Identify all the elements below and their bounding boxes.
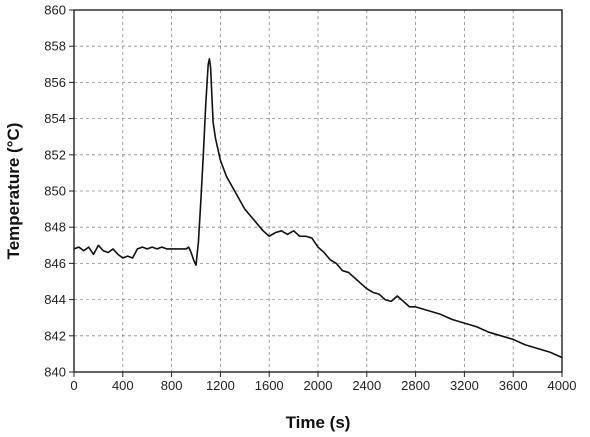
x-tick-label: 2800 (401, 378, 430, 393)
x-tick-label: 3600 (499, 378, 528, 393)
x-tick-label: 400 (112, 378, 134, 393)
y-tick-label: 860 (44, 3, 66, 18)
y-tick-label: 852 (44, 147, 66, 162)
x-tick-label: 3200 (450, 378, 479, 393)
y-tick-label: 846 (44, 256, 66, 271)
y-tick-labels: 840 842 844 846 848 850 852 854 856 858 860 (44, 3, 66, 380)
x-axis-title: Time (s) (286, 413, 351, 432)
y-tick-label: 842 (44, 328, 66, 343)
y-tick-label: 848 (44, 220, 66, 235)
grid-lines (74, 10, 562, 372)
x-tick-label: 800 (161, 378, 183, 393)
y-tick-label: 840 (44, 365, 66, 380)
x-tick-label: 2400 (352, 378, 381, 393)
tick-marks (69, 9, 563, 377)
x-tick-label: 2000 (304, 378, 333, 393)
y-tick-label: 844 (44, 292, 66, 307)
y-tick-label: 854 (44, 111, 66, 126)
y-tick-label: 850 (44, 184, 66, 199)
y-tick-label: 858 (44, 39, 66, 54)
y-tick-label: 856 (44, 75, 66, 90)
series-layer (73, 58, 563, 359)
temperature-series-line (73, 58, 563, 359)
x-tick-label: 4000 (548, 378, 577, 393)
x-tick-label: 1600 (255, 378, 284, 393)
y-axis-title: Temperature (°C) (4, 123, 23, 260)
x-tick-label: 0 (70, 378, 77, 393)
x-tick-labels: 0 400 800 1200 1600 2000 2400 2800 3200 3600 4000 (70, 378, 576, 393)
x-tick-label: 1200 (206, 378, 235, 393)
